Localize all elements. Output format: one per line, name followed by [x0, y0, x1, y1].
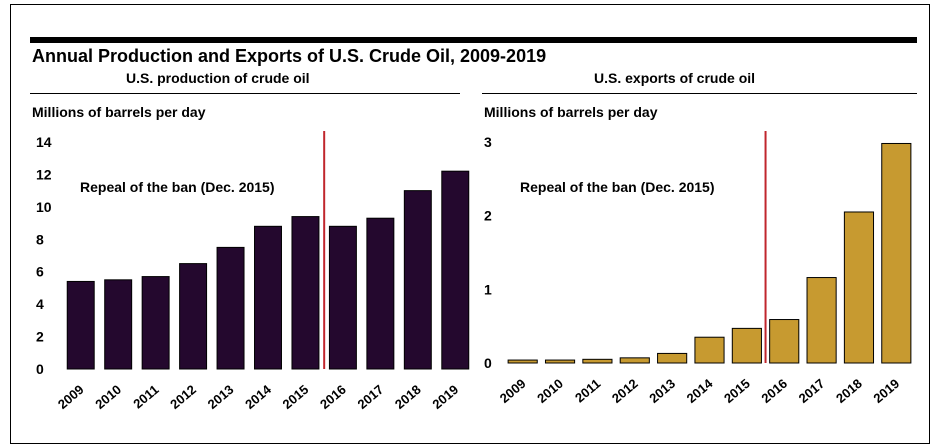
x-tick-label-2012: 2012	[609, 376, 641, 406]
bar-2009	[507, 359, 538, 364]
y-tick-label: 14	[36, 134, 52, 150]
title-rule	[30, 37, 917, 43]
repeal-annotation: Repeal of the ban (Dec. 2015)	[80, 179, 275, 195]
x-tick-label-2009: 2009	[497, 376, 529, 406]
repeal-annotation: Repeal of the ban (Dec. 2015)	[520, 179, 715, 195]
x-tick-label-2011: 2011	[572, 376, 603, 406]
y-axis-label: Millions of barrels per day	[32, 104, 206, 120]
bar-2014	[254, 225, 282, 370]
right-chart-title: U.S. exports of crude oil	[594, 70, 756, 86]
left-chart-title: U.S. production of crude oil	[126, 70, 310, 86]
y-tick-label: 2	[36, 329, 44, 345]
left-title-rule	[30, 93, 460, 94]
right-title-rule	[482, 93, 917, 94]
y-tick-label: 2	[484, 208, 492, 224]
production-chart: Millions of barrels per day0246810121420…	[32, 104, 470, 412]
y-tick-label: 3	[484, 134, 492, 150]
y-tick-label: 10	[36, 199, 52, 215]
x-tick-label-2019: 2019	[870, 376, 902, 406]
bar-2017	[806, 277, 837, 364]
bar-2017	[366, 217, 395, 370]
bar-2011	[141, 276, 170, 370]
x-tick-label-2016: 2016	[758, 376, 790, 406]
bar-2010	[104, 279, 133, 370]
x-tick-label-2013: 2013	[646, 376, 678, 406]
bar-2012	[619, 357, 650, 364]
x-tick-label-2018: 2018	[833, 376, 865, 406]
bar-2013	[216, 246, 245, 370]
y-tick-label: 12	[36, 166, 52, 182]
y-axis-label: Millions of barrels per day	[484, 104, 658, 120]
bar-2011	[582, 358, 613, 364]
x-tick-label-2010: 2010	[534, 376, 566, 406]
figure-title: Annual Production and Exports of U.S. Cr…	[32, 46, 547, 66]
x-tick-label-2014: 2014	[684, 375, 716, 406]
y-tick-label: 0	[36, 361, 44, 377]
bar-2018	[403, 190, 432, 370]
bar-2014	[694, 336, 725, 364]
bar-2019	[881, 142, 912, 364]
bar-2019	[441, 170, 470, 370]
x-tick-label-2015: 2015	[721, 376, 753, 406]
y-tick-label: 1	[484, 281, 492, 297]
bar-2015	[291, 216, 320, 370]
bar-2016	[328, 225, 357, 370]
bar-2016	[769, 319, 800, 364]
y-tick-label: 4	[36, 296, 44, 312]
x-tick-label-2017: 2017	[796, 376, 828, 406]
bar-2013	[657, 352, 688, 364]
y-tick-label: 8	[36, 231, 44, 247]
bar-2010	[544, 359, 576, 364]
y-tick-label: 0	[484, 355, 492, 371]
bar-2009	[66, 280, 95, 370]
bar-2012	[179, 263, 208, 370]
y-tick-label: 6	[36, 264, 44, 280]
bar-2015	[731, 327, 762, 364]
bar-2018	[843, 211, 875, 364]
